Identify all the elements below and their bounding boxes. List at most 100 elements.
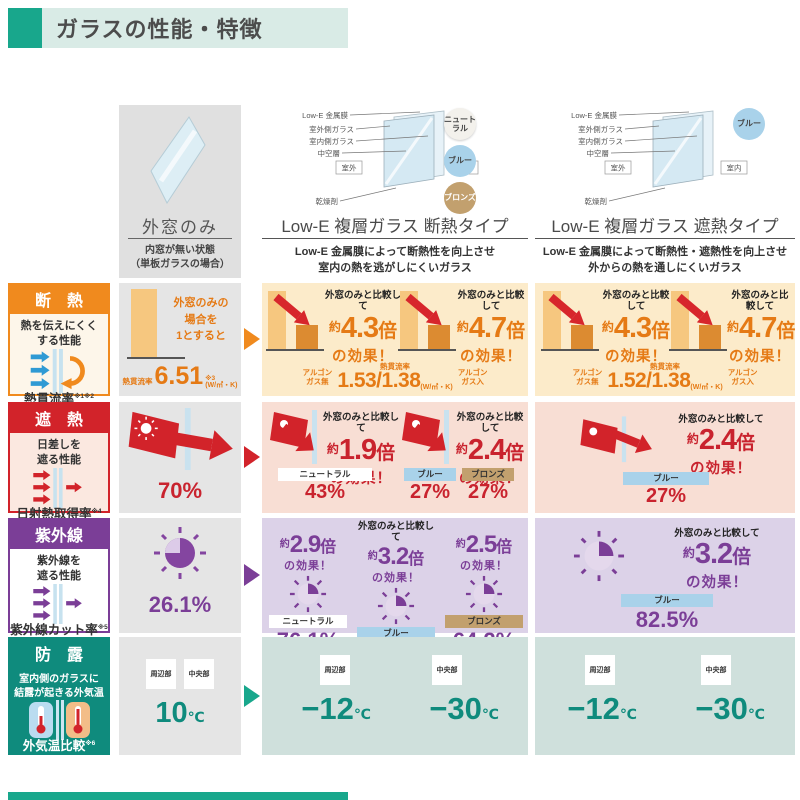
metric-label: 外気温比較※6 [22,739,96,753]
flow-arrow-icon [244,328,260,350]
comparison-a: 外窓のみと比較して 約1.9倍 の効果！ [322,412,399,487]
badge-edge: 周辺部 [585,655,615,685]
metric-label: 紫外線カット率※5 [10,622,108,637]
title-accent-square [8,8,42,48]
shielding-type-desc: Low-E 金属膜によって断熱性・遮熱性を向上させ 外からの熱を通しにくいガラス [542,246,788,274]
metric-label: 熱貫流率※1※2 [24,391,94,406]
solar-gain-outer: 70% [157,478,203,503]
chip-neutral: ニュートラル [444,108,476,140]
comparison-bronze: 約2.5倍 の効果！ ブロンズ 64.2% [442,521,526,653]
flow-arrow-icon [244,685,260,707]
row-header-insulation: 断 熱 熱を伝えにくく する性能 熱貫流率※1※2 [8,283,110,405]
cell-uv-lowe-insulation: 約2.9倍 の効果！ ニュートラル 76.1% 外窓のみと比較して 約3.2倍 … [262,518,528,665]
cell-shielding-lowe-shielding: 外窓のみと比較して 約2.4倍 の効果！ ブルー 27% [535,402,795,513]
label-inner-glass: 室内側ガラス [578,136,623,146]
outer-only-caption: 内窓が無い状態 （単板ガラスの場合） [130,245,230,270]
sun-arrows-icon [33,467,82,508]
label-desiccant: 乾燥剤 [585,196,608,206]
cell-shielding-lowe-insulation: 外窓のみと比較して 約1.9倍 の効果！ ニュートラル 43% 外窓のみと比較し… [262,402,528,513]
sun-block-icon [23,467,95,508]
row-title: 遮 熱 [10,404,108,433]
row-header-shielding: 遮 熱 日差しを 遮る性能 日射熱取得率※4 [8,402,110,520]
shielding-type-title: Low-E 複層ガラス 遮熱タイプ [551,217,779,236]
row-desc: 熱を伝えにくく する性能 [20,320,98,347]
cell-condensation-outer-only: 周辺部 中央部 10℃ [119,637,241,755]
temp-center: −30℃ [695,691,765,726]
color-chips: ブルー [733,108,765,140]
label-air-layer: 中空層 [587,148,610,158]
single-glass-pane-icon [150,116,206,205]
double-glazing-diagram: Low-E 金属膜 室外側ガラス 室内側ガラス 中空層 室外 室内 乾燥剤 [571,110,748,206]
reference-bar [131,289,157,359]
divider [535,238,795,239]
double-glazing-diagram: Low-E 金属膜 室外側ガラス 室内側ガラス 中空層 室外 室内 乾燥剤 [302,110,479,206]
comparison-b: 外窓のみと比較して 約4.7倍 の効果！ [456,290,526,365]
row-title: 紫外線 [10,520,108,549]
divider [262,238,528,239]
cell-insulation-outer-only: 外窓のみの 場合を 1とすると 熱貫流率 6.51 ※3 (W/㎡・K) [119,283,241,396]
comparison-b: 外窓のみと比較して 約4.7倍 の効果！ [727,290,796,365]
insulation-type-title: Low-E 複層ガラス 断熱タイプ [281,217,509,236]
cell-condensation-lowe-shielding: 周辺部 −12℃ 中央部 −30℃ [535,637,795,755]
insulation-type-desc: Low-E 金属膜によって断熱性を向上させ 室内の熱を逃がしにくいガラス [294,246,496,274]
badge-edge: 周辺部 [320,655,350,685]
page-title: ガラスの性能・特徴 [56,17,263,42]
divider [128,238,232,239]
temp-edge: −12℃ [301,691,371,726]
badge-edge: 周辺部 [146,659,176,689]
bar-comparison-icon [541,291,599,351]
outer-only-label: 外窓のみ [142,218,218,237]
uv-cut-outer: 26.1% [148,592,212,617]
column-header-shielding-type: Low-E 金属膜 室外側ガラス 室内側ガラス 中空層 室外 室内 乾燥剤 ブル… [535,105,795,278]
sun-bounce-icon [270,410,317,464]
badge-center: 中央部 [701,655,731,685]
label-air-layer: 中空層 [318,148,341,158]
sun-pie-icon [377,587,415,624]
comparison: 外窓のみと比較して 約3.2倍 の効果！ [674,528,760,592]
label-outside: 室外 [342,163,357,173]
result-blue: ブルー 82.5% [621,594,713,632]
column-header-insulation-type: Low-E 金属膜 室外側ガラス 室内側ガラス 中空層 室外 室内 乾燥剤 ニュ… [262,105,528,278]
label-lowe-film: Low-E 金属膜 [571,110,617,120]
result-blue: ブルー 27% [623,472,709,508]
column-header-outer-only: 外窓のみ 内窓が無い状態 （単板ガラスの場合） [119,105,241,278]
row-desc: 紫外線を 遮る性能 [37,555,81,582]
heat-flow-icon [30,348,85,393]
bar-comparison-icon [669,291,727,351]
cell-insulation-lowe-shielding: 外窓のみと比較して 約4.3倍 の効果！ 外窓のみと比較して 約4.7倍 の効果… [535,283,795,396]
baseline [127,357,185,359]
row-desc: 室内側のガラスに 結露が起きる外気温 [14,674,104,699]
label-inner-glass: 室内側ガラス [309,136,354,146]
label-lowe-film: Low-E 金属膜 [302,110,348,120]
cell-condensation-lowe-insulation: 周辺部 −12℃ 中央部 −30℃ [262,637,528,755]
comparison-a: 外窓のみと比較して 約4.3倍 の効果！ [324,290,401,365]
temp-outer: 10℃ [155,697,205,729]
label-outer-glass: 室外側ガラス [309,124,354,134]
comparison-a: 外窓のみと比較して 約4.3倍 の効果！ [601,290,671,365]
sun-pie-icon [465,575,503,613]
chip-bronze: ブロンズ [444,182,476,214]
row-title: 断 熱 [10,285,108,314]
bar-comparison-icon [398,291,456,351]
comparison: 外窓のみと比較して 約2.4倍 の効果！ [678,414,764,478]
u-value-line: アルゴン ガス無 熱貫流率 1.53/1.38 (W/㎡・K) アルゴン ガス入 [302,361,488,392]
sun-pie-icon [289,575,327,613]
cell-uv-lowe-shielding: 外窓のみと比較して 約3.2倍 の効果！ ブルー 82.5% [535,518,795,633]
row-header-condensation: 防 露 室内側のガラスに 結露が起きる外気温 外気温比較※6 [8,637,110,755]
badge-center: 中央部 [432,655,462,685]
color-chips: ニュートラル ブルー ブロンズ [444,108,476,214]
reference-note: 外窓のみの 場合を 1とすると [173,297,229,342]
cell-uv-outer-only: 26.1% [119,518,241,633]
thermometers-icon [27,700,91,740]
chip-blue: ブルー [444,145,476,177]
row-title: 防 露 [10,639,108,668]
cell-insulation-lowe-insulation: 外窓のみと比較して 約4.3倍 の効果！ 外窓のみと比較して 約4.7倍 の効果… [262,283,528,396]
temp-edge: −12℃ [567,691,637,726]
uv-block-icon [23,583,95,624]
label-outside: 室外 [611,163,626,173]
title-bar: ガラスの性能・特徴 [42,8,348,48]
temp-center: −30℃ [429,691,499,726]
bar-comparison-icon [266,291,324,351]
result-blue: ブルー 27% [404,468,456,504]
